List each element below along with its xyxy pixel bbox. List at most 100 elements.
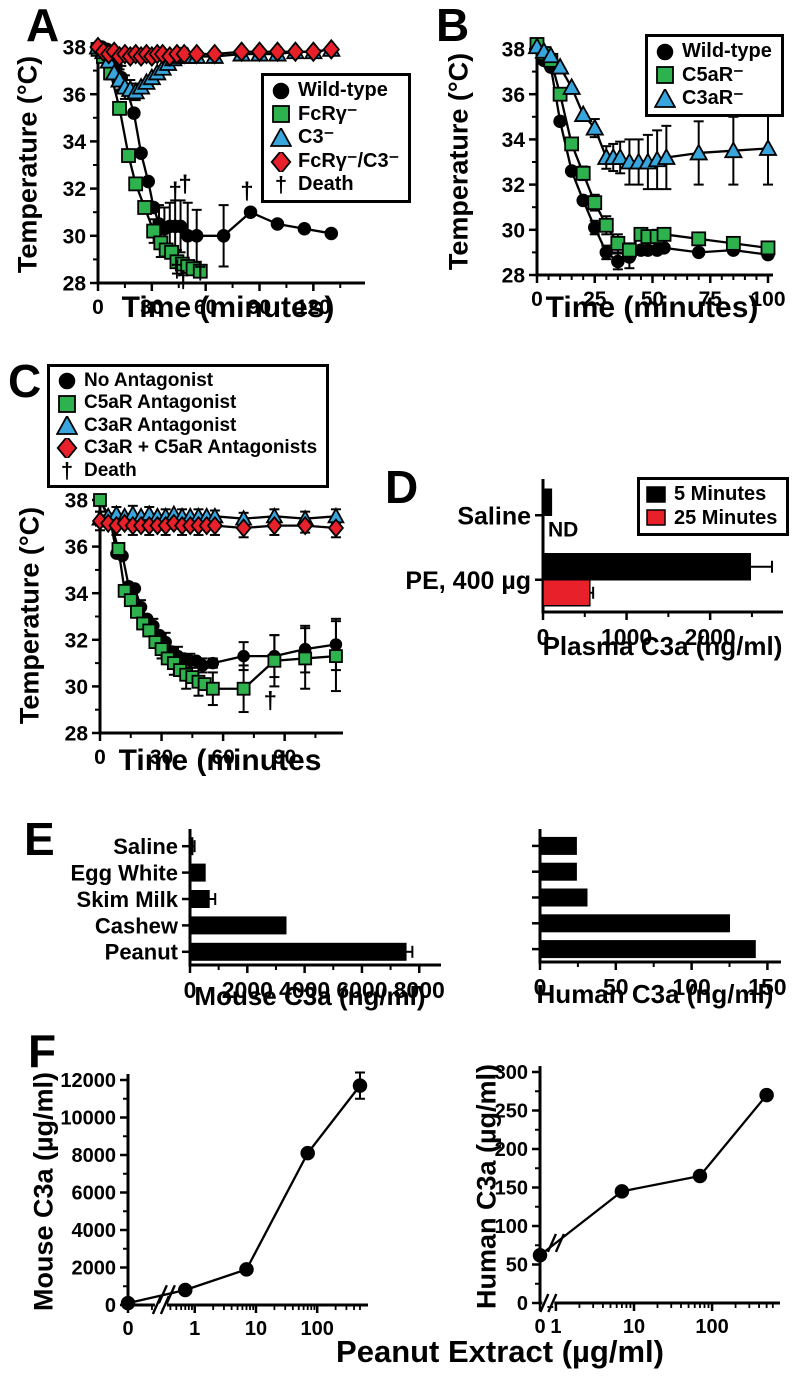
svg-text:28: 28 — [65, 723, 89, 746]
legend-label: C3aR + C5aR Antagonists — [84, 437, 318, 459]
svg-text:Skim Milk: Skim Milk — [77, 887, 179, 912]
svg-text:1: 1 — [189, 1318, 200, 1340]
panel-a-plot: 28 30 32 34 36 38 0 30 60 90 120 † † † † † † — [63, 36, 365, 319]
panel-e-letter: E — [24, 813, 55, 865]
panel-e-left-plot: Saline Egg White Skim Milk Cashew Peanut 0 200… — [70, 829, 445, 1003]
legend-entry: † Death — [270, 173, 399, 197]
svg-text:200: 200 — [495, 1139, 528, 1161]
legend-entry: Wild-type — [270, 79, 399, 103]
svg-text:0: 0 — [122, 1318, 133, 1340]
svg-text:†: † — [178, 171, 191, 198]
svg-text:34: 34 — [502, 129, 526, 152]
svg-text:†: † — [264, 687, 277, 714]
svg-text:30: 30 — [502, 219, 525, 242]
panel-a-y-axis-label: Temperature (°C) — [12, 55, 43, 274]
legend-entry: FcRγ⁻ — [270, 103, 399, 127]
svg-text:2000: 2000 — [685, 624, 736, 650]
svg-text:PE, 400 µg: PE, 400 µg — [405, 567, 531, 595]
svg-text:Peanut: Peanut — [105, 940, 179, 965]
svg-text:60: 60 — [211, 746, 234, 769]
plot-svg-D: Saline PE, 400 µg 0 1000 2000 ND — [405, 479, 783, 650]
legend-entry: C5aR⁻ — [654, 64, 772, 88]
legend-label: FcRγ⁻/C3⁻ — [298, 149, 400, 172]
legend-label: Death — [84, 459, 137, 481]
svg-text:0: 0 — [534, 974, 547, 1000]
panel-b-x-axis-label: Time (minutes) — [545, 291, 759, 324]
svg-text:0: 0 — [517, 1293, 528, 1315]
svg-text:32: 32 — [65, 629, 88, 652]
svg-text:30: 30 — [65, 676, 88, 699]
legend-label: 25 Minutes — [674, 506, 778, 529]
svg-text:ND: ND — [548, 519, 578, 542]
swatch-legend-icon — [646, 508, 668, 528]
panel-e-right-x-axis-label: Human C3a (ng/ml) — [536, 979, 774, 1009]
dagger-legend-icon: † — [274, 172, 288, 198]
dagger-legend-icon: † — [60, 457, 74, 483]
svg-text:1: 1 — [550, 1316, 561, 1338]
svg-text:32: 32 — [63, 178, 86, 201]
svg-text:30: 30 — [140, 296, 163, 319]
svg-text:30: 30 — [150, 746, 173, 769]
svg-text:†: † — [170, 256, 183, 283]
svg-text:4000: 4000 — [279, 977, 330, 1003]
panel-c-x-axis-label: Time (minutes — [118, 744, 322, 777]
plot-svg-C: 28 30 32 34 36 38 0 30 60 90 † — [65, 490, 345, 769]
svg-text:†: † — [194, 258, 207, 285]
plot-svg-F2: 0 50 100 150 200 250 300 0 1 10 100 — [495, 1062, 780, 1338]
svg-text:36: 36 — [502, 84, 525, 107]
svg-text:10: 10 — [623, 1316, 645, 1338]
svg-text:0: 0 — [534, 1316, 545, 1338]
legend-label: Wild-type — [298, 79, 388, 101]
svg-text:†: † — [177, 266, 190, 293]
legend-entry: 25 Minutes — [646, 507, 777, 531]
svg-text:150: 150 — [495, 1178, 528, 1200]
panel-a-legend: Wild-type FcRγ⁻ C3⁻ FcRγ⁻/C3⁻ † Death — [261, 73, 412, 203]
swatch-legend-icon — [646, 485, 668, 505]
panel-b-legend: Wild-type C5aR⁻ C3aR⁻ — [645, 34, 784, 117]
svg-text:28: 28 — [502, 265, 526, 288]
svg-text:300: 300 — [495, 1062, 528, 1084]
circle-legend-icon — [270, 81, 292, 101]
svg-text:120: 120 — [296, 296, 331, 319]
legend-label: 5 Minutes — [674, 483, 767, 505]
svg-text:50: 50 — [641, 288, 664, 311]
legend-label: C3aR Antagonist — [84, 414, 237, 436]
svg-text:75: 75 — [699, 288, 723, 311]
svg-text:0: 0 — [94, 746, 106, 769]
circle-legend-icon — [56, 371, 78, 391]
svg-text:250: 250 — [495, 1101, 528, 1123]
plot-svg-E2: 0 50 100 150 — [532, 829, 787, 1000]
panel-a-x-axis-label: Time (minutes) — [121, 291, 335, 324]
svg-text:38: 38 — [502, 39, 526, 62]
svg-text:100: 100 — [301, 1318, 334, 1340]
legend-label: C3⁻ — [298, 126, 335, 149]
panel-f-left-y-axis-label: Mouse C3a (µg/ml) — [28, 1071, 59, 1312]
legend-label: FcRγ⁻ — [298, 102, 358, 125]
legend-label: No Antagonist — [84, 370, 214, 391]
panel-a-letter: A — [26, 0, 60, 51]
svg-text:90: 90 — [248, 296, 271, 319]
svg-text:1000: 1000 — [601, 624, 652, 650]
svg-text:8000: 8000 — [394, 977, 445, 1003]
legend-entry: C3aR + C5aR Antagonists — [56, 437, 317, 459]
legend-entry: C5aR Antagonist — [56, 392, 317, 414]
svg-text:100: 100 — [495, 1216, 528, 1238]
panel-f-shared-x-axis-label: Peanut Extract (µg/ml) — [336, 1334, 664, 1369]
panel-c-legend: No Antagonist C5aR Antagonist C3aR Antagon… — [47, 364, 330, 489]
svg-text:0: 0 — [531, 288, 543, 311]
svg-text:25: 25 — [583, 288, 607, 311]
svg-text:6000: 6000 — [336, 977, 387, 1003]
panel-e-left-x-axis-label: Mouse C3a (ng/ml) — [194, 981, 426, 1011]
svg-text:0: 0 — [92, 296, 104, 319]
svg-text:Cashew: Cashew — [95, 913, 179, 938]
diamond-legend-icon — [56, 438, 78, 459]
plot-svg-F1: 0 2000 4000 6000 8000 10000 12000 0 1 10 100 — [60, 1070, 368, 1340]
square-legend-icon — [270, 104, 292, 124]
legend-entry: C3⁻ — [270, 126, 399, 150]
svg-text:Egg White: Egg White — [70, 861, 178, 886]
svg-text:2000: 2000 — [222, 977, 273, 1003]
svg-text:0: 0 — [105, 1295, 116, 1317]
legend-entry: FcRγ⁻/C3⁻ — [270, 150, 399, 174]
